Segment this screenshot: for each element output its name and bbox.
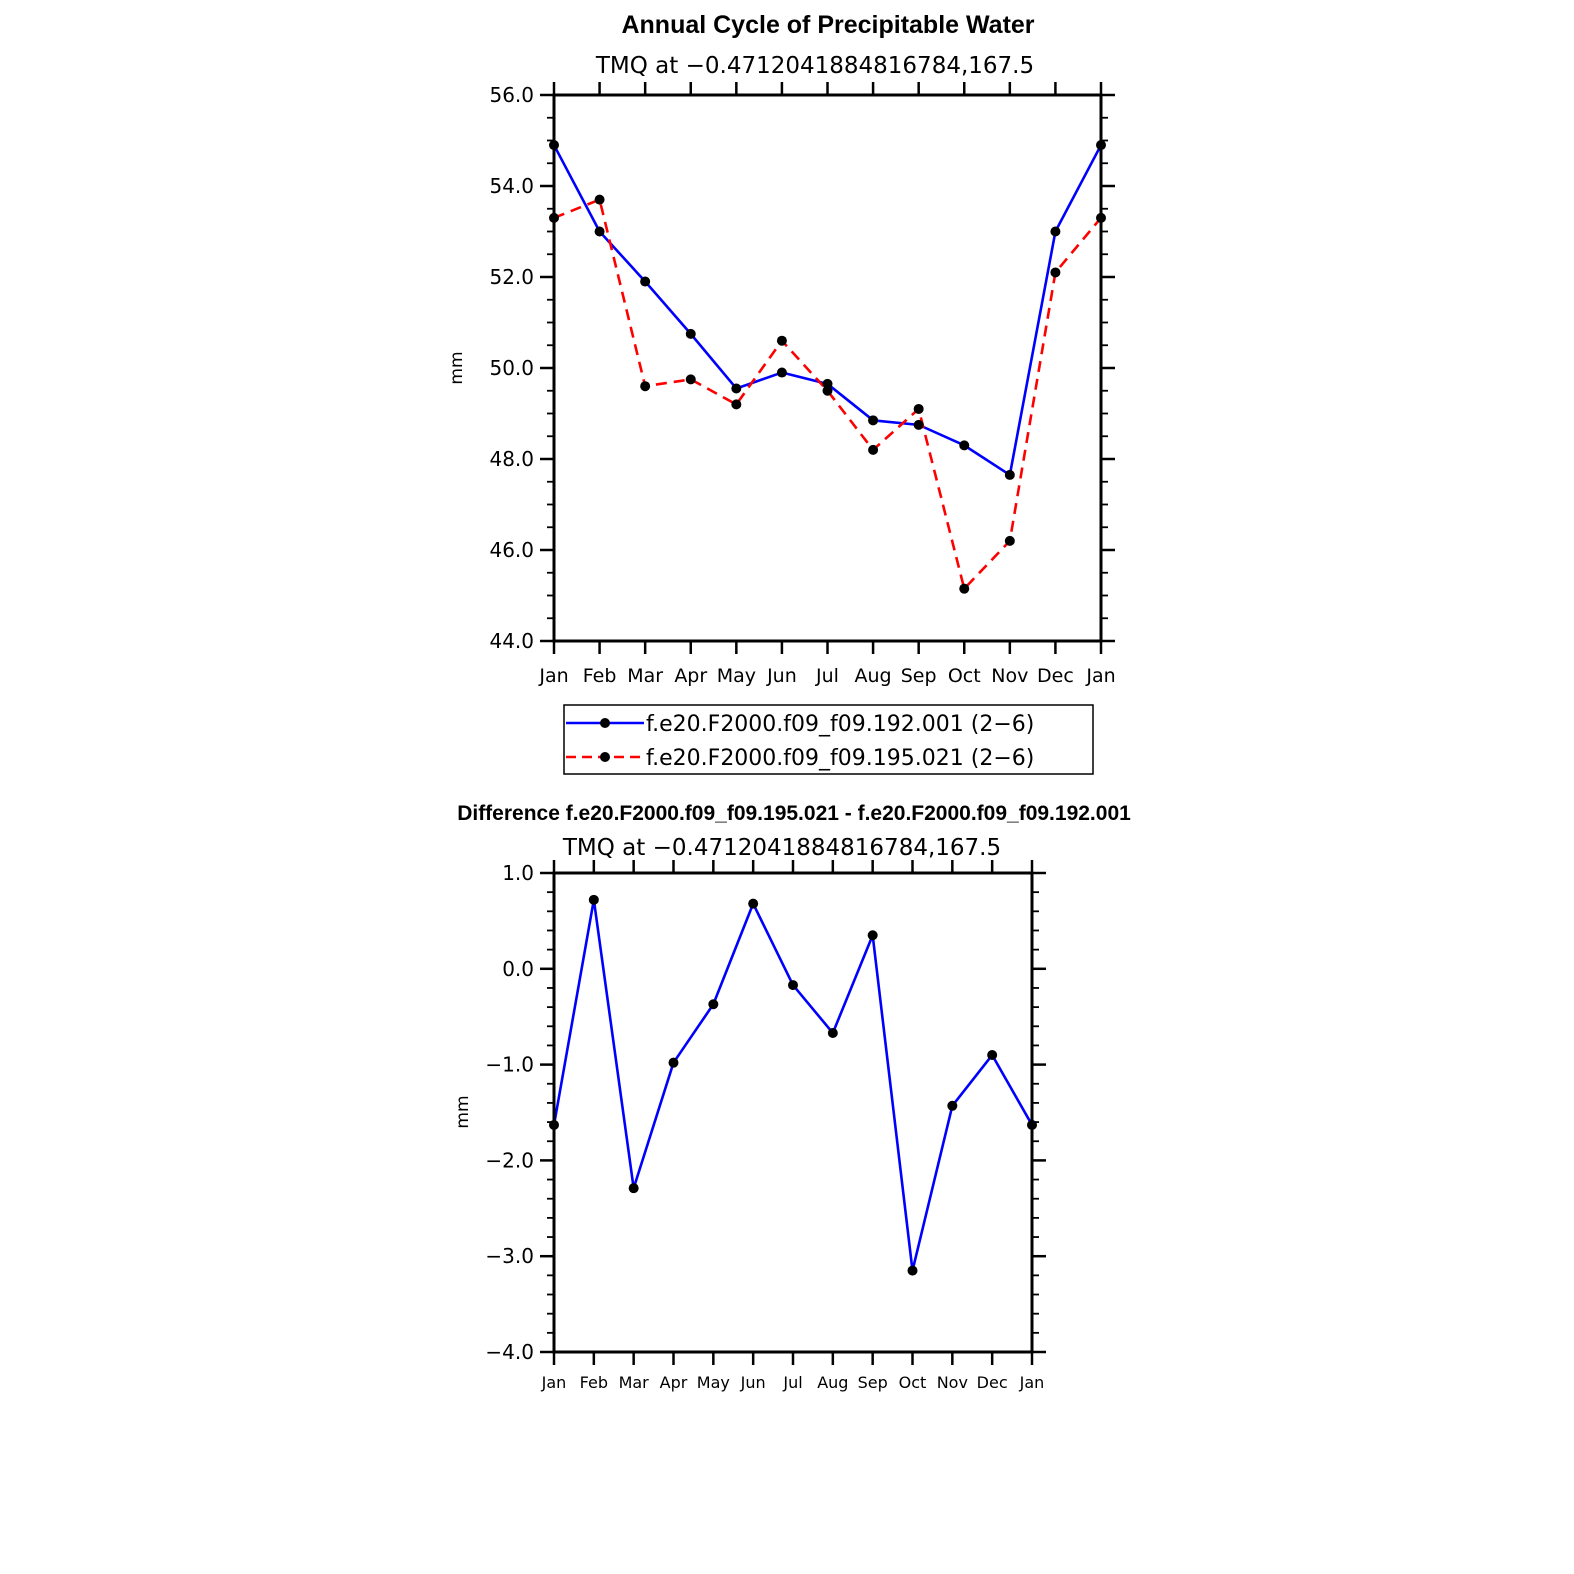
data-point-series-1 <box>907 1265 918 1276</box>
data-point-series-1 <box>628 1183 639 1194</box>
data-point-series-2 <box>1004 535 1015 546</box>
x-tick-label: Mar <box>619 1373 650 1392</box>
x-tick-label: Jan <box>1085 665 1115 687</box>
y-tick-label: 48.0 <box>489 447 534 471</box>
y-tick-label: 44.0 <box>489 629 534 653</box>
data-point-series-1 <box>748 898 759 909</box>
x-tick-label: Jan <box>1019 1373 1045 1392</box>
x-tick-label: Dec <box>977 1373 1008 1392</box>
x-tick-label: May <box>697 1373 730 1392</box>
series-line-1 <box>552 144 1103 477</box>
y-tick-label: −2.0 <box>485 1148 534 1172</box>
y-tick-label: 1.0 <box>502 861 534 885</box>
y-tick-label: 56.0 <box>489 83 534 107</box>
x-tick-label: Jan <box>541 1373 567 1392</box>
chart-annual-cycle: Annual Cycle of Precipitable Water TMQ a… <box>447 11 1116 775</box>
data-point-series-1 <box>708 999 719 1010</box>
data-point-series-2 <box>640 381 651 392</box>
data-point-series-1 <box>668 1057 679 1068</box>
x-tick-label: Apr <box>660 1373 688 1392</box>
legend-marker-192 <box>600 718 610 728</box>
data-point-series-1 <box>947 1100 958 1111</box>
x-tick-label: Jun <box>766 665 797 687</box>
y-tick-label: −3.0 <box>485 1244 534 1268</box>
y-axis-label: mm <box>447 351 467 384</box>
x-tick-label: Nov <box>937 1373 968 1392</box>
legend-box <box>563 704 1094 775</box>
data-point-series-2 <box>731 399 742 410</box>
y-tick-labels: −4.0 −3.0 −2.0 −1.0 0.0 1.0 <box>485 861 534 1364</box>
x-tick-label: Jul <box>782 1373 802 1392</box>
axis-ticks <box>540 860 1046 1365</box>
data-point-series-2 <box>685 374 696 385</box>
data-point-series-2 <box>822 385 833 396</box>
data-point-series-1 <box>827 1027 838 1038</box>
legend: f.e20.F2000.f09_f09.192.001 (2−6) f.e20.… <box>563 704 1094 775</box>
y-tick-label: −4.0 <box>485 1340 534 1364</box>
data-point-series-1 <box>959 440 970 451</box>
y-tick-label: 0.0 <box>502 957 534 981</box>
data-point-series-1 <box>731 383 742 394</box>
data-point-series-1 <box>788 980 798 991</box>
y-tick-label: −1.0 <box>485 1053 534 1077</box>
x-tick-label: May <box>717 665 756 687</box>
data-point-series-2 <box>959 583 970 594</box>
data-point-series-1 <box>868 415 879 426</box>
chart-title: Annual Cycle of Precipitable Water <box>621 11 1034 39</box>
chart-difference: Difference f.e20.F2000.f09_f09.195.021 -… <box>453 802 1131 1392</box>
series-group <box>549 894 1037 1276</box>
x-tick-label: Dec <box>1037 665 1074 687</box>
y-tick-label: 54.0 <box>489 174 534 198</box>
x-tick-label: Sep <box>901 665 937 687</box>
x-tick-label: Sep <box>858 1373 888 1392</box>
data-point-series-1 <box>594 226 605 237</box>
data-point-series-2 <box>1050 267 1061 278</box>
data-point-series-1 <box>867 930 878 941</box>
chart-subtitle: TMQ at −0.4712041884816784,167.5 <box>595 53 1034 79</box>
data-point-series-1 <box>640 276 651 287</box>
data-point-series-1 <box>913 419 924 430</box>
x-tick-label: Oct <box>948 665 981 687</box>
x-tick-label: Oct <box>899 1373 927 1392</box>
series-line-1 <box>552 898 1034 1272</box>
legend-label-192: f.e20.F2000.f09_f09.192.001 (2−6) <box>646 712 1034 737</box>
y-tick-label: 46.0 <box>489 538 534 562</box>
x-tick-label: Jun <box>740 1373 766 1392</box>
x-tick-label: Jul <box>815 665 839 687</box>
plot-frame <box>552 93 1103 643</box>
x-tick-label: Mar <box>627 665 663 687</box>
data-point-series-1 <box>588 894 599 905</box>
chart-subtitle: TMQ at −0.4712041884816784,167.5 <box>562 835 1001 861</box>
y-tick-label: 52.0 <box>489 265 534 289</box>
data-point-series-1 <box>685 328 696 339</box>
data-point-series-2 <box>594 194 605 205</box>
data-point-series-2 <box>776 335 787 346</box>
data-point-series-1 <box>987 1050 998 1061</box>
data-point-series-1 <box>1004 469 1015 480</box>
x-tick-label: Jan <box>538 665 568 687</box>
y-axis-label: mm <box>453 1095 473 1128</box>
series-group <box>549 140 1106 594</box>
data-point-series-1 <box>776 367 787 378</box>
y-tick-label: 50.0 <box>489 356 534 380</box>
x-tick-label: Feb <box>580 1373 608 1392</box>
data-point-series-1 <box>1050 226 1061 237</box>
legend-marker-195 <box>600 752 610 762</box>
y-tick-labels: 44.0 46.0 48.0 50.0 52.0 54.0 56.0 <box>489 83 534 653</box>
x-tick-label: Feb <box>583 665 617 687</box>
x-tick-label: Aug <box>855 665 892 687</box>
data-point-series-2 <box>913 403 924 414</box>
x-tick-labels: Jan Feb Mar Apr May Jun Jul Aug Sep Oct Nov Dec Jan <box>538 665 1115 687</box>
x-tick-label: Apr <box>674 665 707 687</box>
plot-frame <box>552 871 1034 1354</box>
x-tick-labels: Jan Feb Mar Apr May Jun Jul Aug Sep Oct Nov Dec Jan <box>541 1373 1045 1392</box>
x-tick-label: Nov <box>991 665 1028 687</box>
data-point-series-2 <box>868 444 879 455</box>
x-tick-label: Aug <box>817 1373 848 1392</box>
legend-label-195: f.e20.F2000.f09_f09.195.021 (2−6) <box>646 746 1034 771</box>
chart-title: Difference f.e20.F2000.f09_f09.195.021 -… <box>457 802 1131 825</box>
